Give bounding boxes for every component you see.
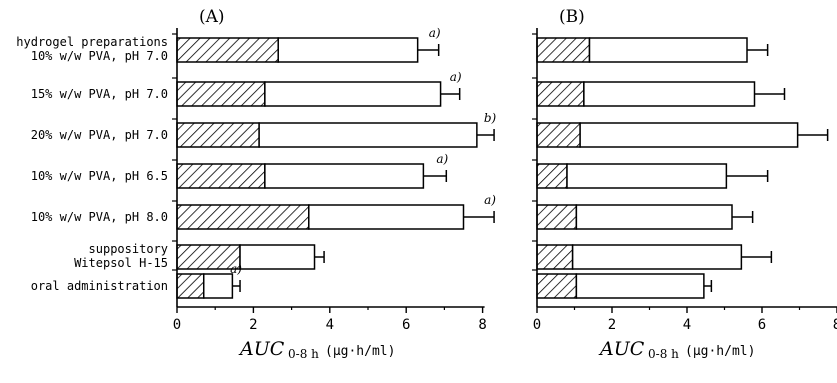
bar-open-segment [239, 244, 316, 270]
panel-a: (A) 0 2 4 6 8 AUC 0-8 h (μg·h/ml) a) hydrogel prep… [16, 7, 496, 361]
significance-annotation: a) [230, 262, 242, 276]
x-axis-label-subscript: 0-8 h [648, 347, 679, 361]
bar-hatched-segment [176, 244, 241, 270]
bar-hatched-segment [536, 204, 578, 230]
bar-hatched-segment [176, 273, 205, 299]
bar-open-segment [264, 81, 442, 107]
category-label-line: suppository [89, 242, 168, 256]
x-axis-label-unit: (μg·h/ml) [325, 344, 395, 359]
category-label-line: Witepsol H-15 [74, 256, 168, 270]
significance-annotation: a) [429, 26, 441, 40]
x-tick-label: 4 [683, 317, 691, 333]
x-tick-label: 2 [608, 317, 616, 333]
category-label: suppository Witepsol H-15 [74, 242, 168, 270]
bar-hatched-segment [536, 81, 585, 107]
bar-hatched-segment [536, 244, 574, 270]
x-tick-label: 8 [478, 317, 486, 333]
bar-open-segment [202, 273, 234, 299]
category-label-line: 10% w/w PVA, pH 8.0 [31, 210, 168, 224]
bar-hatched-segment [536, 273, 578, 299]
bar-open-segment [264, 163, 425, 189]
bar-hatched-segment [176, 163, 266, 189]
bar-open-segment [571, 244, 743, 270]
bar-hatched-segment [176, 204, 310, 230]
x-tick-label: 0 [173, 317, 181, 333]
bar-open-segment [588, 37, 748, 63]
bar-hatched-segment [176, 122, 260, 148]
x-tick-label: 6 [402, 317, 410, 333]
category-label-line: 15% w/w PVA, pH 7.0 [31, 87, 168, 101]
category-label: 10% w/w PVA, pH 8.0 [31, 210, 168, 224]
category-label: 10% w/w PVA, pH 6.5 [31, 169, 168, 183]
significance-annotation: a) [484, 193, 496, 207]
bar-hatched-segment [536, 37, 591, 63]
x-axis-label: AUC [598, 338, 645, 360]
bar-open-segment [308, 204, 465, 230]
x-tick-label: 6 [758, 317, 766, 333]
category-label-line: 20% w/w PVA, pH 7.0 [31, 128, 168, 142]
category-label-line: oral administration [31, 279, 168, 293]
category-label: 15% w/w PVA, pH 7.0 [31, 87, 168, 101]
significance-annotation: a) [450, 70, 462, 84]
bar-open-segment [583, 81, 756, 107]
category-label-line: hydrogel preparations [16, 35, 168, 49]
x-tick-label: 2 [249, 317, 257, 333]
bar-open-segment [579, 122, 799, 148]
x-tick-label: 8 [833, 317, 837, 333]
bar-open-segment [566, 163, 728, 189]
significance-annotation: a) [436, 152, 448, 166]
x-tick-label: 0 [533, 317, 541, 333]
bar-open-segment [277, 37, 419, 63]
bar-hatched-segment [176, 37, 279, 63]
x-axis-label-unit: (μg·h/ml) [685, 344, 755, 359]
x-tick-label: 4 [326, 317, 334, 333]
bar-hatched-segment [536, 122, 581, 148]
x-axis-label: AUC [238, 338, 285, 360]
category-label-line: 10% w/w PVA, pH 7.0 [31, 49, 168, 63]
bar-open-segment [575, 273, 705, 299]
panel-label: (A) [199, 7, 225, 27]
bar-open-segment [575, 204, 733, 230]
bar-hatched-segment [536, 163, 568, 189]
panel-label: (B) [559, 7, 585, 27]
category-label: 20% w/w PVA, pH 7.0 [31, 128, 168, 142]
bar-hatched-segment [176, 81, 266, 107]
significance-annotation: b) [484, 111, 497, 125]
x-axis-label-subscript: 0-8 h [288, 347, 319, 361]
category-label: hydrogel preparations 10% w/w PVA, pH 7.0 [16, 35, 168, 63]
category-label-line: 10% w/w PVA, pH 6.5 [31, 169, 168, 183]
category-label: oral administration [31, 279, 168, 293]
bar-open-segment [258, 122, 478, 148]
